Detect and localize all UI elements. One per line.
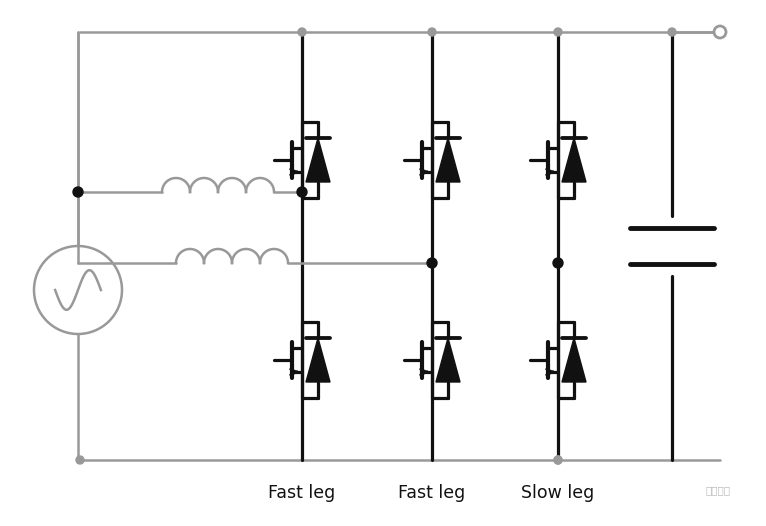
Circle shape xyxy=(76,456,84,464)
Polygon shape xyxy=(562,138,586,182)
Circle shape xyxy=(554,28,562,36)
Circle shape xyxy=(554,456,562,464)
Circle shape xyxy=(553,258,563,268)
Circle shape xyxy=(427,258,437,268)
Circle shape xyxy=(428,28,436,36)
Circle shape xyxy=(298,28,306,36)
Polygon shape xyxy=(436,138,460,182)
Circle shape xyxy=(668,28,676,36)
Circle shape xyxy=(714,26,726,38)
Text: Slow leg: Slow leg xyxy=(522,484,594,502)
Text: 电源漫谈: 电源漫谈 xyxy=(705,485,730,495)
Text: Fast leg: Fast leg xyxy=(398,484,466,502)
Polygon shape xyxy=(562,338,586,382)
Circle shape xyxy=(554,456,562,464)
Polygon shape xyxy=(306,338,330,382)
Polygon shape xyxy=(436,338,460,382)
Text: Fast leg: Fast leg xyxy=(268,484,336,502)
Polygon shape xyxy=(306,138,330,182)
Circle shape xyxy=(73,187,83,197)
Circle shape xyxy=(297,187,307,197)
